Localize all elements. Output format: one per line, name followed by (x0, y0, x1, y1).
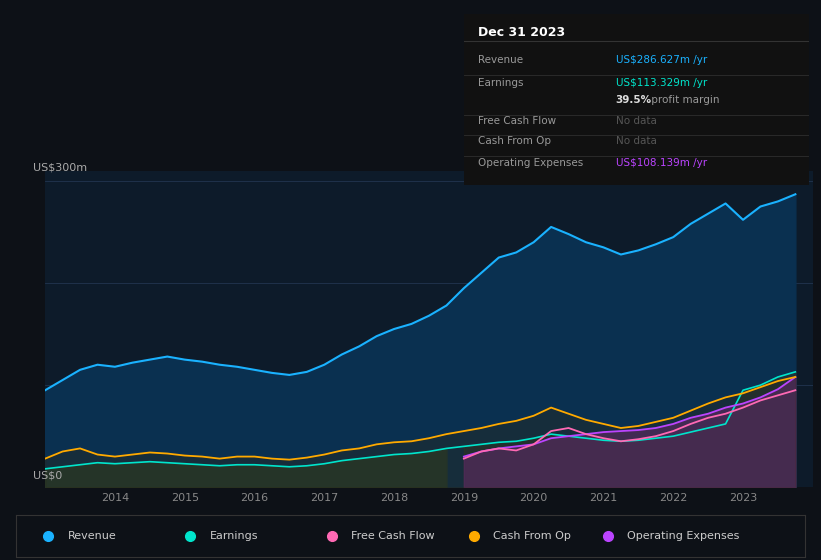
Text: Earnings: Earnings (478, 78, 523, 88)
Text: US$300m: US$300m (33, 163, 87, 173)
Text: Operating Expenses: Operating Expenses (627, 531, 740, 541)
Text: US$108.139m /yr: US$108.139m /yr (616, 158, 707, 169)
Text: No data: No data (616, 136, 657, 146)
Text: Revenue: Revenue (67, 531, 117, 541)
Text: No data: No data (616, 116, 657, 126)
Text: Earnings: Earnings (209, 531, 258, 541)
Text: Free Cash Flow: Free Cash Flow (351, 531, 435, 541)
Text: US$0: US$0 (33, 471, 62, 481)
Text: Cash From Op: Cash From Op (478, 136, 551, 146)
Text: Operating Expenses: Operating Expenses (478, 158, 583, 169)
Text: Revenue: Revenue (478, 55, 523, 65)
Text: profit margin: profit margin (649, 95, 720, 105)
Text: US$113.329m /yr: US$113.329m /yr (616, 78, 707, 88)
Text: Dec 31 2023: Dec 31 2023 (478, 26, 565, 39)
Text: US$286.627m /yr: US$286.627m /yr (616, 55, 707, 65)
Text: Cash From Op: Cash From Op (493, 531, 571, 541)
Text: 39.5%: 39.5% (616, 95, 652, 105)
Text: Free Cash Flow: Free Cash Flow (478, 116, 556, 126)
